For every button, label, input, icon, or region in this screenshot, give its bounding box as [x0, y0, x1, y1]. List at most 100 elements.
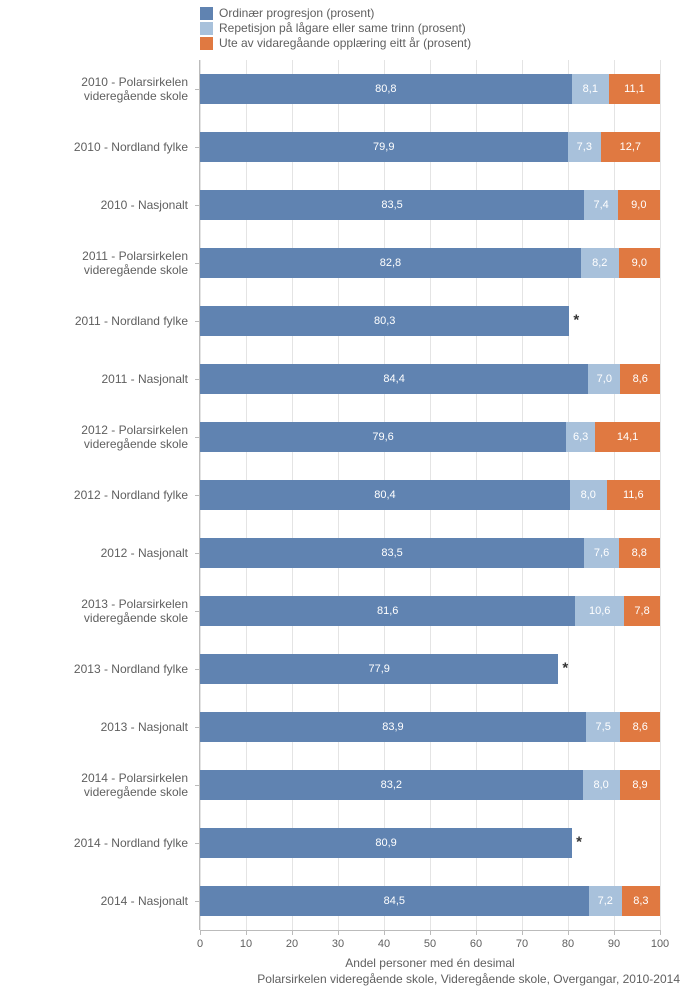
x-tick: [338, 930, 339, 935]
bar-value-label: 11,6: [623, 489, 644, 501]
bar-value-label: 10,6: [589, 605, 610, 617]
bar-row: 83,57,68,8: [200, 538, 660, 568]
bar-value-label: 79,6: [372, 431, 393, 443]
bar-value-label: 9,0: [632, 257, 647, 269]
legend: Ordinær progresjon (prosent)Repetisjon p…: [200, 6, 471, 51]
x-tick-label: 20: [286, 938, 298, 950]
bar-segment: 7,8: [624, 596, 660, 626]
x-tick-label: 0: [197, 938, 203, 950]
bar-segment: 8,0: [583, 770, 620, 800]
y-tick: [195, 901, 200, 902]
bar-value-label: 80,8: [375, 83, 396, 95]
footer-text: Polarsirkelen videregående skole, Videre…: [257, 972, 680, 986]
bar-segment: 8,3: [622, 886, 660, 916]
bar-value-label: 11,1: [624, 83, 645, 95]
x-tick-label: 60: [470, 938, 482, 950]
bar-value-label: 8,3: [633, 895, 648, 907]
bar-value-label: 8,0: [581, 489, 596, 501]
legend-item: Repetisjon på lågare eller same trinn (p…: [200, 21, 471, 36]
bar-segment: 80,9*: [200, 828, 572, 858]
x-tick-label: 80: [562, 938, 574, 950]
bar-row: 79,97,312,7: [200, 132, 660, 162]
x-tick-label: 70: [516, 938, 528, 950]
bar-segment: 82,8: [200, 248, 581, 278]
y-axis-category-label: 2012 - Nordland fylke: [0, 488, 188, 502]
bar-row: 83,9 7,5 8,6: [200, 712, 660, 742]
x-tick: [522, 930, 523, 935]
bar-value-label: 77,9: [368, 663, 389, 675]
bar-segment: 80,3*: [200, 306, 569, 336]
bar-value-label: 8,6: [633, 373, 648, 385]
bar-value-label: 12,7: [620, 141, 641, 153]
bar-value-label: 14,1: [617, 431, 638, 443]
bar-row: 80,9 *: [200, 828, 660, 858]
x-axis-title: Andel personer med én desimal: [345, 956, 514, 970]
bar-value-label: 83,9: [382, 721, 403, 733]
y-axis-category-label: 2014 - Polarsirkelenvideregående skole: [0, 771, 188, 799]
y-axis-category-label: 2010 - Polarsirkelenvideregående skole: [0, 75, 188, 103]
bar-segment: 83,9: [200, 712, 586, 742]
bar-value-label: 8,9: [632, 779, 647, 791]
y-axis-category-label: 2011 - Polarsirkelenvideregående skole: [0, 249, 188, 277]
y-tick: [195, 727, 200, 728]
y-tick: [195, 495, 200, 496]
bar-value-label: 81,6: [377, 605, 398, 617]
bar-segment: 8,6: [620, 712, 660, 742]
bar-segment: 83,5: [200, 190, 584, 220]
x-tick-label: 40: [378, 938, 390, 950]
x-tick: [384, 930, 385, 935]
legend-label: Repetisjon på lågare eller same trinn (p…: [219, 21, 466, 36]
bar-segment: 79,9: [200, 132, 568, 162]
y-axis-category-label: 2011 - Nasjonalt: [0, 372, 188, 386]
bar-row: 82,88,29,0: [200, 248, 660, 278]
y-tick: [195, 205, 200, 206]
bar-row: 77,9*: [200, 654, 660, 684]
y-tick: [195, 553, 200, 554]
bar-row: 79,6 6,3 14,1: [200, 422, 660, 452]
y-tick: [195, 785, 200, 786]
x-tick: [614, 930, 615, 935]
y-axis-category-label: 2010 - Nordland fylke: [0, 140, 188, 154]
y-axis-category-label: 2012 - Polarsirkelenvideregående skole: [0, 423, 188, 451]
x-tick-label: 50: [424, 938, 436, 950]
bar-segment: 12,7: [601, 132, 659, 162]
bar-value-label: 84,4: [383, 373, 404, 385]
legend-item: Ordinær progresjon (prosent): [200, 6, 471, 21]
bar-segment: 9,0: [618, 190, 659, 220]
y-axis-category-label: 2012 - Nasjonalt: [0, 546, 188, 560]
bar-segment: 11,1: [609, 74, 660, 104]
y-tick: [195, 611, 200, 612]
x-tick-label: 90: [608, 938, 620, 950]
y-axis-category-label: 2014 - Nasjonalt: [0, 894, 188, 908]
x-tick: [430, 930, 431, 935]
bar-segment: 81,6: [200, 596, 575, 626]
bar-value-label: 82,8: [380, 257, 401, 269]
bar-value-label: 8,6: [633, 721, 648, 733]
y-tick: [195, 843, 200, 844]
bar-segment: 83,2: [200, 770, 583, 800]
x-tick: [568, 930, 569, 935]
bar-value-label: 80,9: [375, 837, 396, 849]
bar-value-label: 6,3: [573, 431, 588, 443]
bar-segment: 8,9: [620, 770, 661, 800]
y-axis-category-label: 2013 - Nordland fylke: [0, 662, 188, 676]
asterisk-marker: *: [576, 834, 582, 851]
chart-footer: Polarsirkelen videregående skole, Videre…: [257, 972, 680, 986]
bar-segment: 8,1: [572, 74, 609, 104]
y-axis-category-label: 2010 - Nasjonalt: [0, 198, 188, 212]
bar-segment: 79,6: [200, 422, 566, 452]
x-tick-label: 100: [651, 938, 669, 950]
bar-segment: 77,9*: [200, 654, 558, 684]
bar-row: 83,57,49,0: [200, 190, 660, 220]
x-tick-label: 30: [332, 938, 344, 950]
legend-label: Ordinær progresjon (prosent): [219, 6, 374, 21]
legend-item: Ute av vidaregåande opplæring eitt år (p…: [200, 36, 471, 51]
legend-swatch: [200, 7, 213, 20]
y-tick: [195, 669, 200, 670]
bar-segment: 7,0: [588, 364, 620, 394]
bar-value-label: 9,0: [631, 199, 646, 211]
chart-container: Ordinær progresjon (prosent)Repetisjon p…: [0, 0, 700, 994]
bar-segment: 7,5: [586, 712, 621, 742]
x-tick: [476, 930, 477, 935]
bar-value-label: 80,4: [374, 489, 395, 501]
